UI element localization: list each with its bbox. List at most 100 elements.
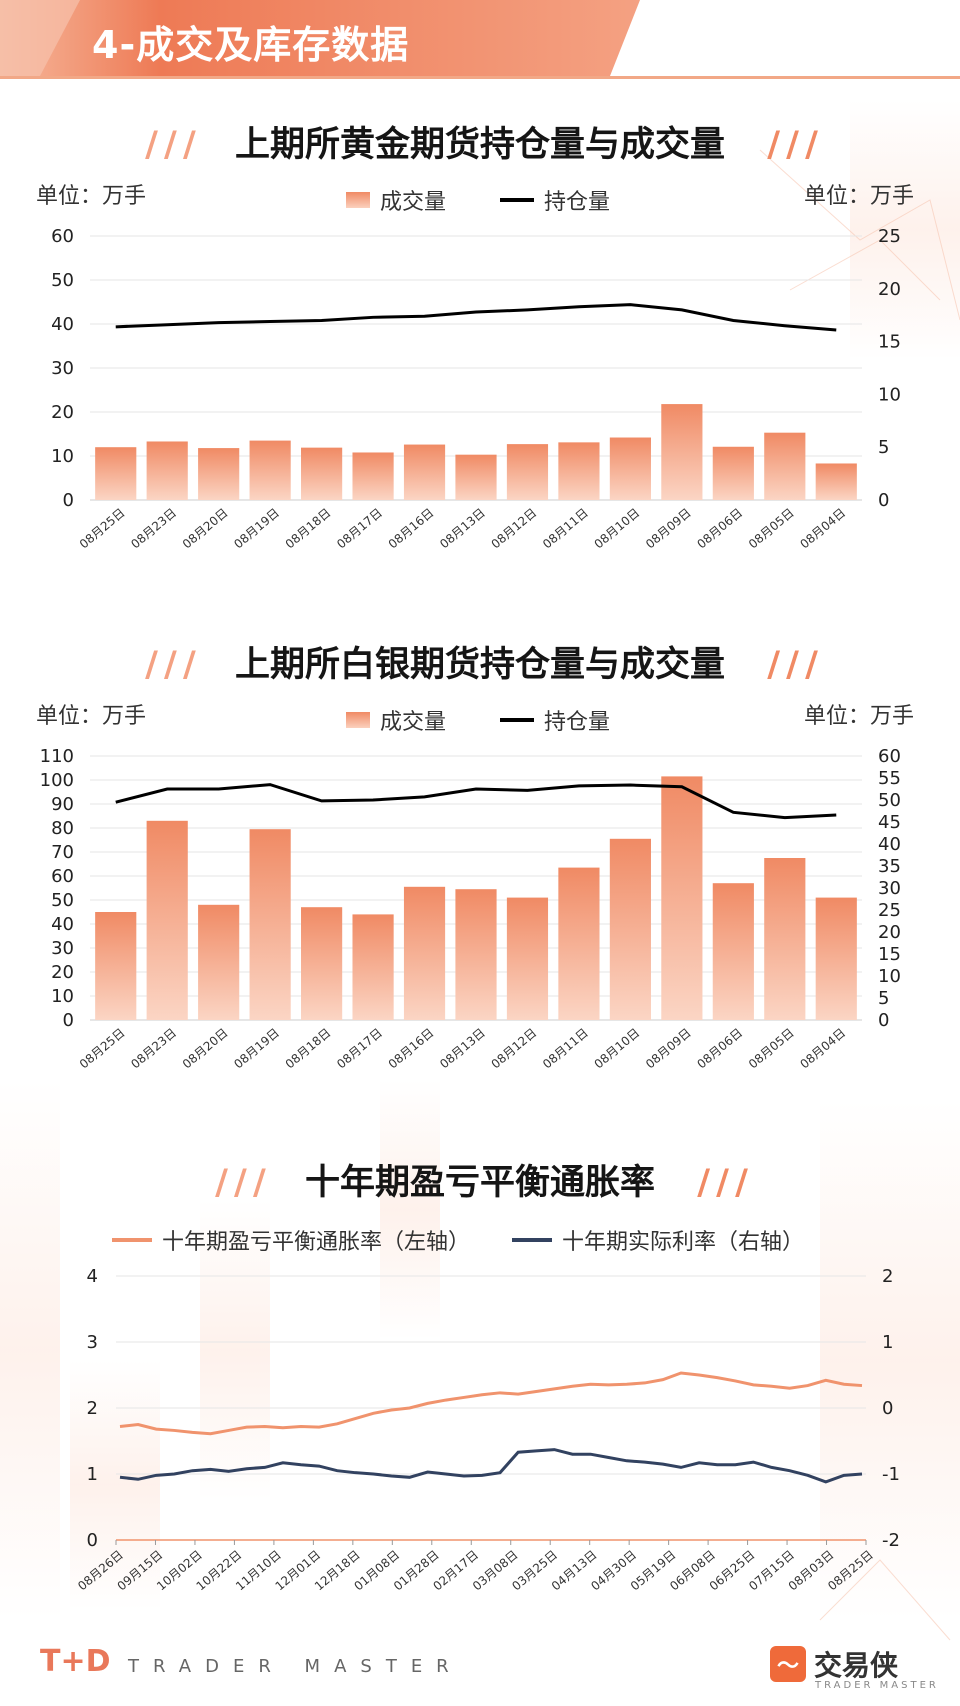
bar — [403, 886, 446, 1020]
y2-tick-label: 2 — [882, 1266, 893, 1287]
line-series — [115, 783, 837, 820]
x-tick-label: 08月06日 — [694, 506, 745, 552]
x-tick-label: 08月23日 — [128, 506, 179, 552]
gold-unit-left: 单位：万手 — [36, 184, 147, 209]
x-tick-label: 08月10日 — [592, 506, 643, 552]
y2-tick-label: 40 — [878, 834, 901, 855]
x-tick-label: 08月05日 — [746, 506, 797, 552]
y-tick-label: 110 — [40, 746, 74, 767]
x-tick-label: 08月09日 — [643, 506, 694, 552]
y-tick-label: 80 — [51, 818, 74, 839]
legend-line-swatch — [500, 718, 535, 722]
y2-tick-label: 60 — [878, 746, 901, 767]
gold-chart-title: / / / 上期所黄金期货持仓量与成交量 / / / — [0, 116, 960, 167]
tips-chart: 01234-2-101208月26日09月15日10月02日10月22日11月1… — [75, 1266, 900, 1593]
y2-tick-label: 1 — [882, 1332, 893, 1353]
y-tick-label: 0 — [63, 490, 74, 511]
tips-title-text: 十年期盈亏平衡通胀率 — [304, 1163, 655, 1203]
x-tick-label: 08月20日 — [180, 506, 231, 552]
silver-legend: 成交量 持仓量 — [346, 704, 610, 736]
y-tick-label: 4 — [87, 1266, 98, 1287]
bar — [352, 914, 394, 1020]
legend-bar-label: 成交量 — [380, 710, 447, 735]
y-tick-label: 50 — [51, 270, 74, 291]
x-tick-label: 08月04日 — [797, 506, 848, 552]
y2-tick-label: 0 — [882, 1398, 893, 1419]
bar — [764, 432, 806, 500]
y-tick-label: 30 — [51, 358, 74, 379]
silver-unit-right: 单位：万手 — [804, 704, 915, 729]
bar — [609, 838, 651, 1020]
y-tick-label: 60 — [51, 866, 74, 887]
x-tick-label: 08月13日 — [437, 1026, 488, 1072]
bar — [146, 441, 188, 500]
x-tick-label: 08月06日 — [694, 1026, 745, 1072]
y2-tick-label: 5 — [878, 988, 889, 1009]
legend-bar-label: 成交量 — [380, 190, 447, 215]
bar — [609, 437, 651, 500]
x-tick-label: 08月12日 — [489, 1026, 540, 1072]
brand: 〜 交易侠 — [770, 1644, 898, 1684]
bar — [558, 442, 600, 500]
y-tick-label: 40 — [51, 314, 74, 335]
header-banner — [0, 0, 640, 76]
title-stripes-left-icon: / / / — [145, 645, 196, 685]
bar — [661, 404, 703, 500]
bar — [249, 440, 291, 500]
bar — [764, 858, 806, 1020]
y-tick-label: 60 — [51, 226, 74, 247]
x-tick-label: 08月05日 — [746, 1026, 797, 1072]
silver-title-text: 上期所白银期货持仓量与成交量 — [234, 645, 725, 685]
x-tick-label: 08月10日 — [592, 1026, 643, 1072]
bar — [712, 883, 754, 1020]
bar — [506, 897, 549, 1020]
page-title: 4-成交及库存数据 — [92, 23, 410, 67]
y2-tick-label: -2 — [882, 1530, 900, 1551]
tips-chart-title: / / / 十年期盈亏平衡通胀率 / / / — [0, 1154, 960, 1205]
title-stripes-right-icon: / / / — [767, 125, 818, 165]
y2-tick-label: 25 — [878, 900, 901, 921]
y-tick-label: 1 — [87, 1464, 98, 1485]
y-tick-label: 3 — [87, 1332, 98, 1353]
bar — [815, 463, 857, 500]
bar — [301, 907, 343, 1020]
x-tick-label: 08月16日 — [386, 1026, 437, 1072]
x-tick-label: 08月11日 — [540, 506, 591, 552]
footer-logo: T+D — [40, 1644, 111, 1679]
bar — [815, 897, 857, 1020]
y2-tick-label: -1 — [882, 1464, 900, 1485]
y2-tick-label: 10 — [878, 966, 901, 987]
y-tick-label: 50 — [51, 890, 74, 911]
legend-line-label: 持仓量 — [544, 190, 611, 215]
silver-unit-left: 单位：万手 — [36, 704, 147, 729]
legend-line-swatch — [500, 198, 535, 202]
y-tick-label: 0 — [63, 1010, 74, 1031]
x-tick-label: 08月17日 — [334, 506, 385, 552]
tips-legend: 十年期盈亏平衡通胀率（左轴） 十年期实际利率（右轴） — [112, 1224, 804, 1256]
legend-navy-swatch — [512, 1238, 553, 1242]
x-tick-label: 08月25日 — [77, 506, 128, 552]
bar — [558, 867, 600, 1020]
y-tick-label: 10 — [51, 986, 74, 1007]
brand-logo-icon: 〜 — [770, 1646, 806, 1682]
bar — [301, 447, 343, 500]
y2-tick-label: 5 — [878, 437, 889, 458]
x-tick-label: 08月12日 — [489, 506, 540, 552]
title-stripes-left-icon: / / / — [145, 125, 196, 165]
silver-chart-title: / / / 上期所白银期货持仓量与成交量 / / / — [0, 636, 960, 687]
bar — [249, 829, 291, 1020]
y-tick-label: 30 — [51, 938, 74, 959]
legend-line-label: 持仓量 — [544, 710, 611, 735]
gold-title-text: 上期所黄金期货持仓量与成交量 — [234, 125, 725, 165]
y2-tick-label: 55 — [878, 768, 901, 789]
bar — [95, 447, 137, 500]
x-tick-label: 08月11日 — [540, 1026, 591, 1072]
bar — [198, 448, 240, 500]
brand-subtitle: TRADER MASTER — [815, 1680, 939, 1691]
breakeven-line — [119, 1371, 863, 1436]
x-tick-label: 08月19日 — [231, 1026, 282, 1072]
y-tick-label: 2 — [87, 1398, 98, 1419]
legend-bar-swatch — [346, 712, 370, 728]
y-tick-label: 70 — [51, 842, 74, 863]
title-stripes-left-icon: / / / — [215, 1163, 266, 1203]
